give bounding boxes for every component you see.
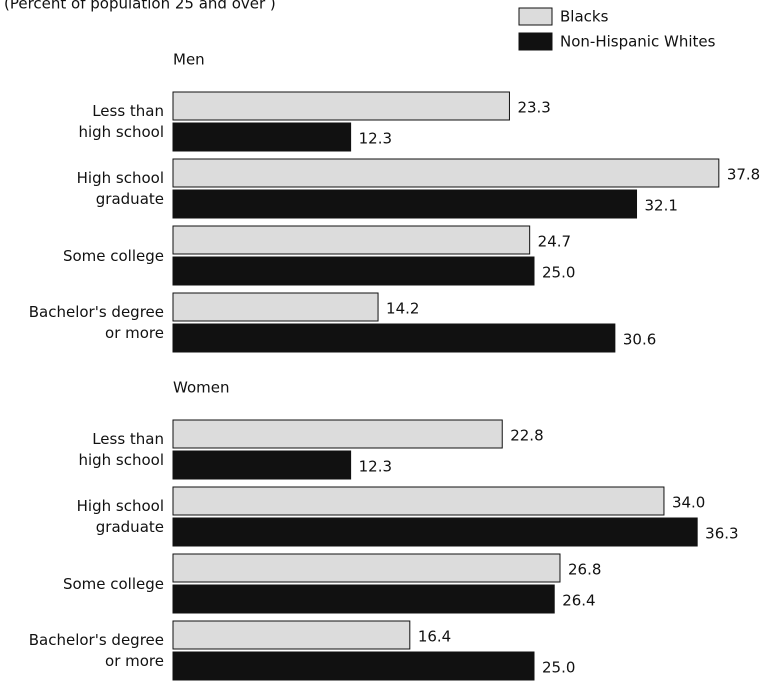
legend-swatch [518, 7, 553, 26]
bar [172, 292, 379, 322]
bar [172, 189, 638, 219]
value-label: 22.8 [510, 427, 543, 445]
legend-label: Non-Hispanic Whites [560, 33, 716, 51]
bar [172, 419, 503, 449]
value-label: 25.0 [542, 264, 575, 282]
value-label: 14.2 [386, 300, 419, 318]
category-label: Less than high school [78, 102, 164, 141]
value-label: 12.3 [359, 458, 392, 476]
bar [172, 620, 411, 650]
bar [172, 651, 535, 681]
bar [172, 122, 352, 152]
value-label: 26.4 [562, 592, 595, 610]
value-label: 30.6 [623, 331, 656, 349]
bar [172, 256, 535, 286]
value-label: 24.7 [538, 233, 571, 251]
value-label: 32.1 [645, 197, 678, 215]
category-label: Some college [62, 574, 164, 593]
category-label: High school graduate [76, 169, 164, 208]
bar [172, 158, 720, 188]
legend-label: Blacks [560, 8, 609, 26]
bar [172, 553, 561, 583]
bar [172, 486, 665, 516]
category-label: Bachelor's degree or more [28, 303, 164, 342]
bar [172, 450, 352, 480]
panel-title: Women [173, 379, 229, 397]
value-label: 16.4 [418, 628, 451, 646]
panel-title: Men [173, 51, 205, 69]
value-label: 25.0 [542, 659, 575, 677]
bar [172, 91, 510, 121]
bar [172, 584, 555, 614]
bar [172, 225, 531, 255]
category-label: Less than high school [78, 430, 164, 469]
category-label: Bachelor's degree or more [28, 631, 164, 670]
bar [172, 517, 698, 547]
chart-subtitle: (Percent of population 25 and over ) [4, 0, 276, 13]
legend-swatch [518, 32, 553, 51]
value-label: 36.3 [705, 525, 738, 543]
category-label: High school graduate [76, 497, 164, 536]
value-label: 26.8 [568, 561, 601, 579]
value-label: 23.3 [517, 99, 550, 117]
value-label: 34.0 [672, 494, 705, 512]
category-label: Some college [62, 246, 164, 265]
value-label: 12.3 [359, 130, 392, 148]
value-label: 37.8 [727, 166, 760, 184]
bar [172, 323, 616, 353]
